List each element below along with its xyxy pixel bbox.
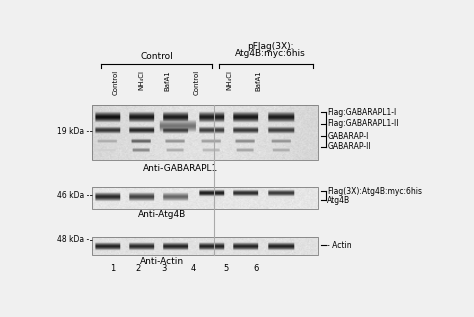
Text: 5: 5 [224,264,229,273]
Text: Anti-Actin: Anti-Actin [140,257,184,266]
Text: GABARAP-II: GABARAP-II [328,142,371,151]
Text: Flag(3X):Atg4B:myc:6his: Flag(3X):Atg4B:myc:6his [328,187,422,196]
Text: BafA1: BafA1 [164,70,170,91]
Bar [92,187,318,210]
Text: NH₄Cl: NH₄Cl [227,70,232,90]
Text: 46 kDa -: 46 kDa - [57,191,90,200]
Text: Atg4B: Atg4B [328,196,351,204]
Text: Atg4B:myc:6his: Atg4B:myc:6his [235,49,306,58]
Text: Anti-Atg4B: Anti-Atg4B [138,210,186,219]
Text: 1: 1 [110,264,115,273]
Text: 2: 2 [136,264,141,273]
Text: Control: Control [140,52,173,61]
Text: Flag:GABARAPL1-II: Flag:GABARAPL1-II [328,120,399,128]
Text: GABARAP-I: GABARAP-I [328,132,369,141]
Text: 19 kDa -: 19 kDa - [57,127,90,136]
Bar [92,105,318,159]
Text: 48 kDa -: 48 kDa - [57,236,90,244]
Bar [92,237,318,255]
Text: pFlag(3X):: pFlag(3X): [247,42,294,51]
Text: Control: Control [193,70,200,95]
Text: 6: 6 [253,264,258,273]
Text: - Actin: - Actin [328,241,352,249]
Text: 4: 4 [191,264,196,273]
Text: BafA1: BafA1 [256,70,262,91]
Text: 3: 3 [161,264,167,273]
Text: Flag:GABARAPL1-I: Flag:GABARAPL1-I [328,108,397,117]
Text: Anti-GABARAPL1: Anti-GABARAPL1 [143,164,218,173]
Text: NH₄Cl: NH₄Cl [138,70,144,90]
Text: Control: Control [112,70,118,95]
